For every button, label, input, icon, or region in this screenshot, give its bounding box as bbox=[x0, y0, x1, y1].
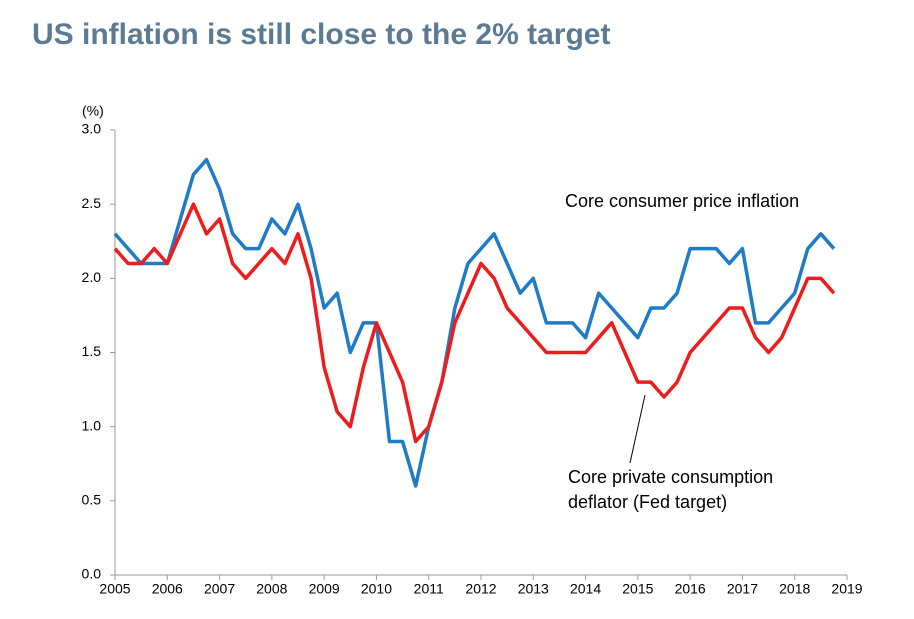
y-tick-label: 0.0 bbox=[82, 566, 102, 582]
x-tick-label: 2011 bbox=[414, 581, 444, 597]
annotation: Core consumer price inflation bbox=[565, 191, 799, 211]
line-series bbox=[113, 157, 836, 488]
y-tick-label: 3.0 bbox=[82, 121, 102, 137]
x-tick-label: 2018 bbox=[779, 581, 810, 597]
x-tick-label: 2005 bbox=[99, 581, 130, 597]
y-tick-label: 1.0 bbox=[82, 417, 102, 433]
annotation-pointer bbox=[629, 394, 646, 464]
x-tick-label: 2013 bbox=[518, 581, 549, 597]
x-tick-label: 2009 bbox=[309, 581, 340, 597]
y-tick-label: 1.5 bbox=[82, 343, 102, 359]
x-tick-label: 2016 bbox=[675, 581, 706, 597]
x-tick-label: 2007 bbox=[204, 581, 235, 597]
chart-title: US inflation is still close to the 2% ta… bbox=[32, 18, 610, 51]
line-series bbox=[113, 202, 836, 444]
y-tick-label: 2.5 bbox=[82, 195, 102, 211]
x-tick-label: 2006 bbox=[152, 581, 183, 597]
y-tick-label: 0.5 bbox=[82, 492, 102, 508]
annotation-line: Core private consumption bbox=[568, 467, 773, 487]
annotation-line: deflator (Fed target) bbox=[568, 492, 727, 512]
x-tick-label: 2015 bbox=[622, 581, 653, 597]
x-tick-label: 2008 bbox=[256, 581, 287, 597]
y-axis-unit: (%) bbox=[82, 103, 104, 119]
x-tick-label: 2010 bbox=[361, 581, 392, 597]
x-tick-label: 2017 bbox=[727, 581, 758, 597]
x-tick-label: 2019 bbox=[831, 581, 862, 597]
y-tick-label: 2.0 bbox=[82, 269, 102, 285]
annotation: Core private consumption deflator (Fed ta… bbox=[568, 467, 773, 512]
x-tick-label: 2012 bbox=[465, 581, 496, 597]
x-tick-label: 2014 bbox=[570, 581, 601, 597]
